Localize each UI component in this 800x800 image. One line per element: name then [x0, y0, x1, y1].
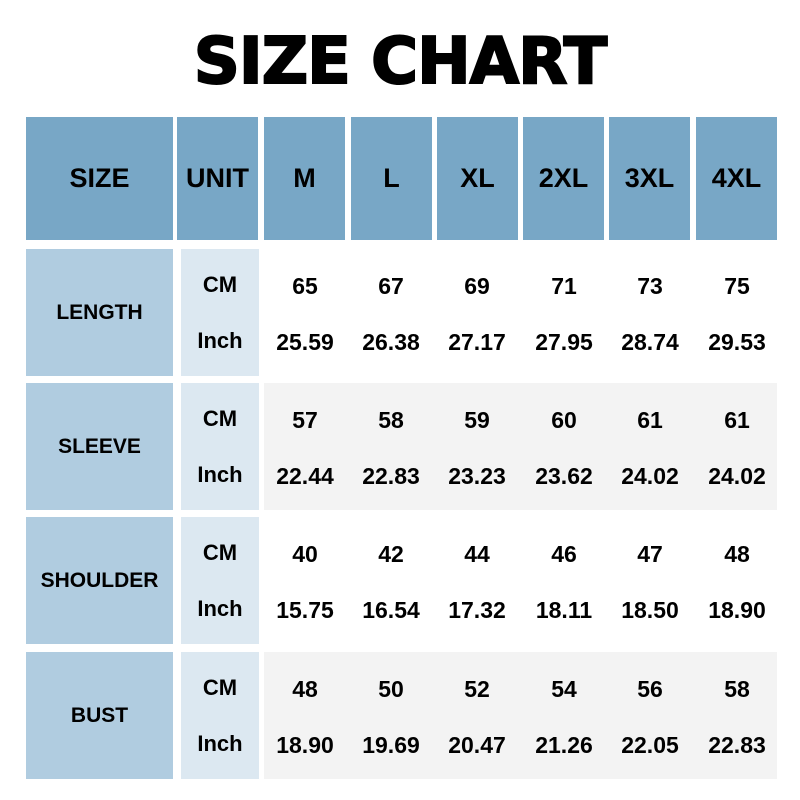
value-inch: 20.47 [448, 732, 506, 758]
value-inch: 22.83 [708, 732, 766, 758]
value-cm: 48 [292, 676, 318, 702]
value-cm: 58 [378, 407, 404, 433]
value-inch: 18.90 [276, 732, 334, 758]
value-cm: 73 [637, 273, 663, 299]
row-background [264, 383, 777, 510]
header-2xl: 2XL [523, 117, 604, 240]
header-unit: UNIT [177, 117, 258, 240]
unit-cell: CM Inch [181, 249, 259, 376]
unit-label: Inch [197, 461, 243, 487]
row-background [264, 517, 777, 644]
value-inch: 22.05 [621, 732, 679, 758]
row-background [264, 249, 777, 376]
value-inch: 27.95 [535, 329, 593, 355]
value-cm: 65 [292, 273, 318, 299]
unit-label: Inch [197, 327, 243, 353]
value-inch: 18.50 [621, 597, 679, 623]
unit-cell: CM Inch [181, 652, 259, 779]
header-4xl: 4XL [696, 117, 777, 240]
row-label: BUST [26, 652, 173, 779]
value-cm: 71 [551, 273, 577, 299]
unit-cell: CM Inch [181, 517, 259, 644]
value-inch: 15.75 [276, 597, 334, 623]
value-inch: 18.11 [535, 597, 593, 623]
value-inch: 25.59 [276, 329, 334, 355]
value-inch: 16.54 [362, 597, 420, 623]
value-inch: 27.17 [448, 329, 506, 355]
value-cm: 61 [637, 407, 663, 433]
header-3xl: 3XL [609, 117, 690, 240]
unit-label: CM [202, 674, 238, 700]
unit-label: CM [202, 271, 238, 297]
value-inch: 26.38 [362, 329, 420, 355]
row-label: SHOULDER [26, 517, 173, 644]
value-cm: 56 [637, 676, 663, 702]
value-inch: 22.44 [276, 463, 334, 489]
value-cm: 50 [378, 676, 404, 702]
value-cm: 61 [724, 407, 750, 433]
header-m: M [264, 117, 345, 240]
value-cm: 59 [464, 407, 490, 433]
row-background [264, 652, 777, 779]
row-label: SLEEVE [26, 383, 173, 510]
value-inch: 18.90 [708, 597, 766, 623]
value-cm: 60 [551, 407, 577, 433]
value-cm: 67 [378, 273, 404, 299]
value-cm: 46 [551, 541, 577, 567]
value-inch: 23.62 [535, 463, 593, 489]
value-inch: 21.26 [535, 732, 593, 758]
unit-label: CM [202, 539, 238, 565]
value-inch: 17.32 [448, 597, 506, 623]
unit-label: Inch [197, 730, 243, 756]
value-cm: 54 [551, 676, 577, 702]
header-xl: XL [437, 117, 518, 240]
page-title: SIZE CHART [193, 24, 608, 100]
unit-cell: CM Inch [181, 383, 259, 510]
value-inch: 22.83 [362, 463, 420, 489]
header-l: L [351, 117, 432, 240]
unit-label: Inch [197, 595, 243, 621]
value-cm: 52 [464, 676, 490, 702]
value-inch: 23.23 [448, 463, 506, 489]
value-inch: 24.02 [621, 463, 679, 489]
value-inch: 28.74 [621, 329, 679, 355]
value-cm: 44 [464, 541, 490, 567]
value-inch: 19.69 [362, 732, 420, 758]
value-cm: 40 [292, 541, 318, 567]
row-label: LENGTH [26, 249, 173, 376]
value-cm: 69 [464, 273, 490, 299]
unit-label: CM [202, 405, 238, 431]
value-cm: 57 [292, 407, 318, 433]
value-cm: 48 [724, 541, 750, 567]
value-inch: 24.02 [708, 463, 766, 489]
value-cm: 42 [378, 541, 404, 567]
value-cm: 58 [724, 676, 750, 702]
value-cm: 75 [724, 273, 750, 299]
header-size: SIZE [26, 117, 173, 240]
value-cm: 47 [637, 541, 663, 567]
value-inch: 29.53 [708, 329, 766, 355]
